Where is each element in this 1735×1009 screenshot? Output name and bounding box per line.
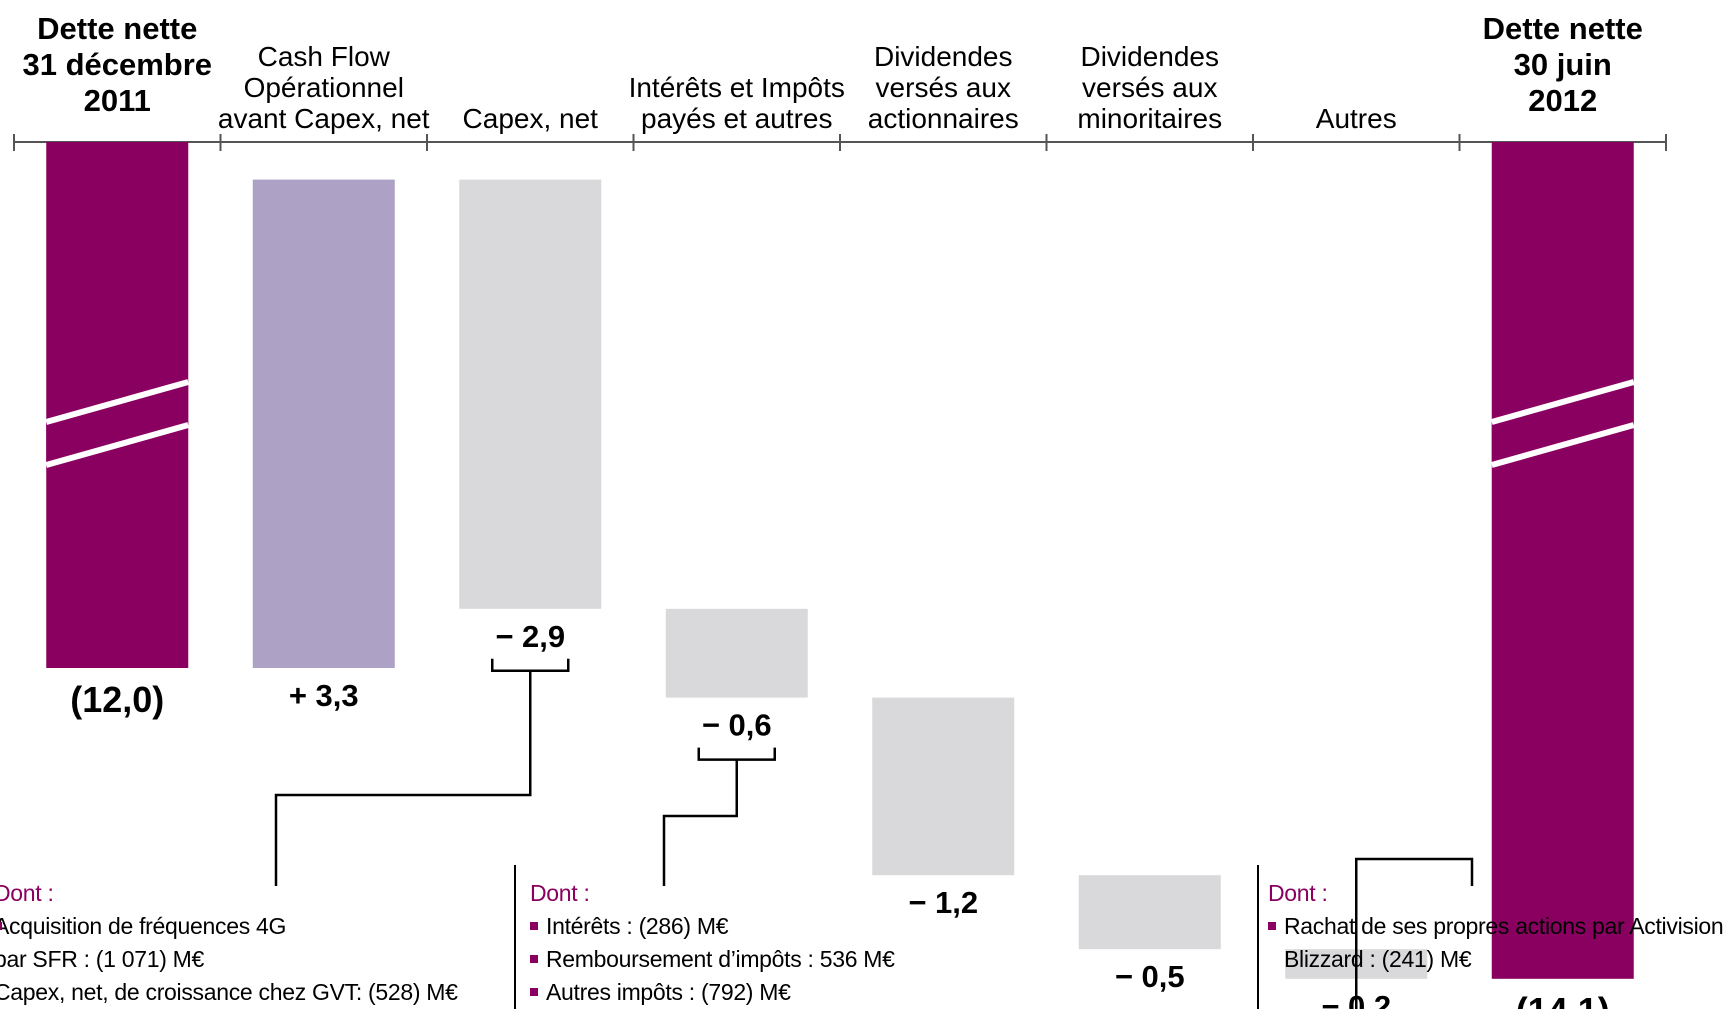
category-label: Dividendes: [874, 41, 1013, 72]
note-autres: Dont : Rachat de ses propres actions par…: [1268, 877, 1735, 976]
note-line: Remboursement d’impôts : 536 M€: [546, 946, 895, 972]
category-label: minoritaires: [1077, 103, 1222, 134]
axis-break-line: [45, 379, 190, 425]
note-line: Acquisition de fréquences 4G: [0, 913, 287, 939]
category-label: Capex, net: [463, 103, 599, 134]
note-line: Rachat de ses propres actions par Activi…: [1284, 913, 1724, 939]
category-label: payés et autres: [641, 103, 832, 134]
note-capex: Dont : Acquisition de fréquences 4G par …: [0, 877, 474, 1009]
category-label: Dette nette: [37, 11, 197, 46]
waterfall-bar: [459, 179, 602, 609]
category-label: Dividendes: [1080, 41, 1219, 72]
note-heading: Dont :: [1268, 880, 1328, 906]
category-label: 2011: [84, 83, 151, 118]
note-item: Capex, net, de croissance chez GVT: (528…: [0, 976, 474, 1009]
note-connector: [1355, 857, 1474, 1009]
note-connector: [274, 670, 532, 886]
note-line: par SFR : (1 071) M€: [0, 946, 205, 972]
note-line: Blizzard : (241) M€: [1284, 946, 1472, 972]
category-label: 31 décembre: [22, 47, 212, 82]
category-label: Opérationnel: [244, 72, 404, 103]
note-item: Acquisition de fréquences 4G par SFR : (…: [0, 910, 474, 976]
category-label: versés aux: [1082, 72, 1217, 103]
note-connector: [662, 759, 738, 886]
note-connectors: [274, 658, 1474, 1009]
category-label: 2012: [1528, 83, 1597, 118]
category-label: versés aux: [876, 72, 1011, 103]
axis-break: [1491, 382, 1634, 465]
axis-break-line: [1490, 379, 1635, 425]
note-heading: Dont :: [530, 880, 590, 906]
waterfall-bar: [252, 179, 395, 668]
note-item: Remboursement d’impôts : 536 M€: [530, 943, 1010, 976]
note-item: Rachat de ses propres actions par Activi…: [1268, 910, 1735, 976]
note-bracket: [697, 747, 776, 761]
category-label: Cash Flow: [258, 41, 391, 72]
axis-break: [46, 382, 189, 465]
note-line: Intérêts : (286) M€: [546, 913, 729, 939]
value-label: (12,0): [70, 679, 164, 720]
category-label: Intérêts et Impôts: [629, 72, 845, 103]
value-label: − 2,9: [495, 619, 565, 654]
note-line: Autres impôts : (792) M€: [546, 979, 791, 1005]
category-label: avant Capex, net: [218, 103, 430, 134]
waterfall-bar: [1491, 142, 1634, 979]
value-label: (14,1): [1516, 990, 1610, 1009]
value-labels: (12,0)+ 3,3− 2,9− 0,6− 1,2− 0,5− 0,2(14,…: [70, 619, 1610, 1009]
note-item: Intérêts : (286) M€: [530, 910, 1010, 943]
note-item: Autres impôts : (792) M€: [530, 976, 1010, 1009]
value-label: − 0,5: [1115, 959, 1185, 994]
waterfall-bar: [872, 697, 1015, 876]
note-line: Capex, net, de croissance chez GVT: (528…: [0, 979, 458, 1005]
category-label: actionnaires: [868, 103, 1019, 134]
note-heading: Dont :: [0, 880, 54, 906]
axis-break-line: [45, 422, 190, 468]
waterfall-bar: [665, 608, 808, 698]
note-interets: Dont : Intérêts : (286) M€ Remboursement…: [530, 877, 1010, 1009]
axis-break-line: [1490, 422, 1635, 468]
value-label: − 1,2: [908, 885, 978, 920]
category-axis: [13, 134, 1667, 151]
value-label: + 3,3: [289, 678, 359, 713]
category-label: Autres: [1316, 103, 1397, 134]
category-label: 30 juin: [1514, 47, 1612, 82]
category-label: Dette nette: [1483, 11, 1643, 46]
bars: [45, 142, 1635, 979]
value-label: − 0,6: [702, 708, 772, 743]
waterfall-bar: [1078, 875, 1221, 950]
note-bracket: [491, 658, 570, 673]
